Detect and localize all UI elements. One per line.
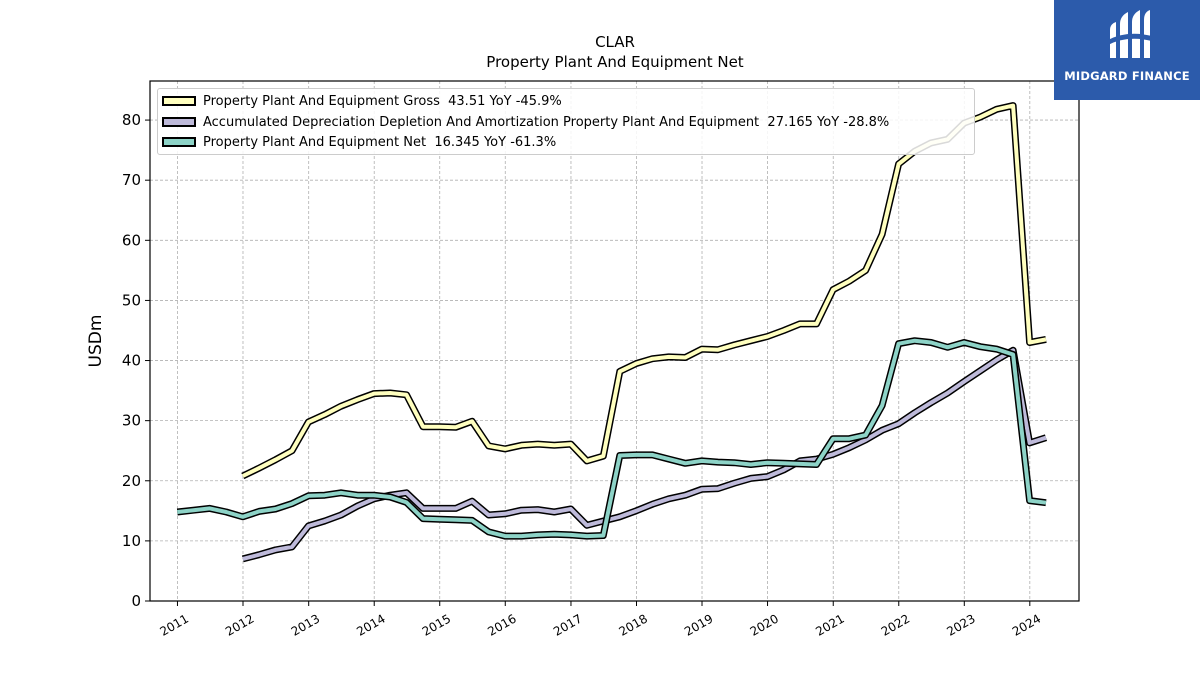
x-tick-label: 2020 bbox=[748, 611, 781, 638]
y-tick-label: 20 bbox=[122, 472, 141, 490]
legend-item-depreciation: Accumulated Depreciation Depletion And A… bbox=[162, 113, 889, 131]
series-layer bbox=[176, 102, 1048, 563]
y-tick-label: 60 bbox=[122, 231, 141, 249]
y-axis: 0 10 20 30 40 50 60 70 80 bbox=[122, 111, 150, 610]
brand-badge: MIDGARD FINANCE bbox=[1054, 0, 1200, 100]
x-tick-label: 2021 bbox=[813, 611, 846, 638]
series-outline-2 bbox=[176, 337, 1047, 540]
chart-subtitle: Property Plant And Equipment Net bbox=[486, 53, 743, 71]
x-tick-label: 2019 bbox=[682, 611, 715, 638]
x-tick-label: 2011 bbox=[158, 611, 191, 638]
y-tick-label: 10 bbox=[122, 532, 141, 550]
y-tick-label: 80 bbox=[122, 111, 141, 129]
legend-swatch-net bbox=[162, 137, 196, 147]
x-tick-label: 2022 bbox=[879, 611, 912, 638]
legend-swatch-depreciation bbox=[162, 117, 196, 127]
y-axis-label: USDm bbox=[86, 315, 106, 368]
x-tick-label: 2024 bbox=[1010, 611, 1043, 638]
grid bbox=[150, 81, 1079, 602]
y-tick-label: 50 bbox=[122, 291, 141, 309]
x-tick-label: 2013 bbox=[289, 611, 322, 638]
legend-item-gross: Property Plant And Equipment Gross 43.51… bbox=[162, 92, 562, 110]
x-tick-label: 2023 bbox=[944, 611, 977, 638]
y-tick-label: 40 bbox=[122, 352, 141, 370]
brand-name: MIDGARD FINANCE bbox=[1064, 69, 1190, 83]
y-tick-label: 70 bbox=[122, 171, 141, 189]
x-tick-label: 2016 bbox=[485, 611, 518, 638]
y-tick-label: 0 bbox=[131, 592, 141, 610]
legend-swatch-gross bbox=[162, 96, 196, 106]
legend-label-net: Property Plant And Equipment Net 16.345 … bbox=[203, 134, 557, 150]
legend-label-gross: Property Plant And Equipment Gross 43.51… bbox=[203, 93, 562, 109]
series-line-2 bbox=[177, 338, 1047, 539]
x-tick-label: 2015 bbox=[420, 611, 453, 638]
plot-frame bbox=[149, 80, 1080, 602]
y-tick-label: 30 bbox=[122, 412, 141, 430]
x-tick-label: 2017 bbox=[551, 611, 584, 638]
legend-item-net: Property Plant And Equipment Net 16.345 … bbox=[162, 133, 556, 151]
x-axis: 2011 2012 2013 2014 2015 2016 2017 2018 2019 2020… bbox=[158, 601, 1043, 639]
x-tick-label: 2014 bbox=[354, 611, 387, 638]
midgard-logo-icon bbox=[1108, 10, 1152, 58]
x-tick-label: 2012 bbox=[223, 611, 256, 638]
legend-label-depreciation: Accumulated Depreciation Depletion And A… bbox=[203, 114, 890, 130]
x-tick-label: 2018 bbox=[617, 611, 650, 638]
chart-title: CLAR bbox=[595, 33, 635, 51]
legend: Property Plant And Equipment Gross 43.51… bbox=[157, 88, 975, 155]
